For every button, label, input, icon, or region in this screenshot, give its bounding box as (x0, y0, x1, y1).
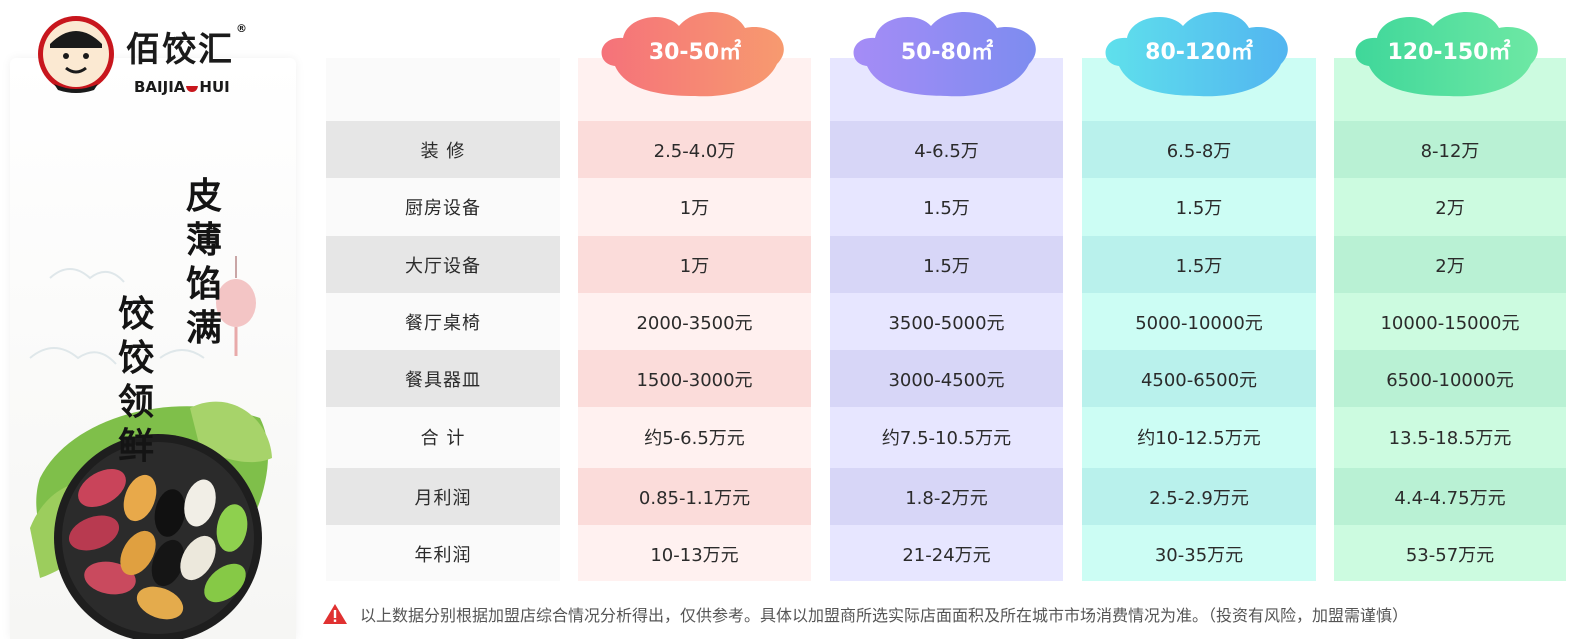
dumplings-icon (68, 469, 248, 620)
brand-panel: 皮薄馅满 饺饺领鲜 (10, 58, 296, 639)
brand-logo: 佰饺汇® BAIJIA HUI (36, 14, 276, 96)
value-cell: 4-6.5万 (830, 121, 1063, 178)
value-cell: 1.5万 (923, 197, 970, 219)
cloud-shape (1355, 11, 1538, 97)
value-cell: 3000-4500元 (830, 350, 1063, 407)
value-cell: 1.8-2万元 (830, 468, 1063, 525)
plan-column-80-120: 6.5-8万 1.5万 1.5万 5000-10000元 4500-6500元 … (1082, 58, 1316, 581)
value-cell: 6.5-8万 (1082, 121, 1316, 178)
slogan-line-2: 饺饺领鲜 (118, 293, 155, 467)
row-label: 月利润 (326, 468, 560, 525)
row-label-column: 装 修 厨房设备 大厅设备 餐厅桌椅 餐具器皿 合 计 月利润 年利润 (326, 58, 560, 581)
row-label: 餐厅桌椅 (405, 312, 481, 334)
disclaimer-note: 以上数据分别根据加盟店综合情况分析得出，仅供参考。具体以加盟商所选实际店面面积及… (322, 600, 1408, 628)
column-header-80-120: 80-120㎡ (1099, 6, 1299, 98)
value-cell: 1.5万 (830, 236, 1063, 293)
bowl-icon (186, 86, 199, 92)
value-cell: 约5-6.5万元 (644, 427, 745, 449)
value-cell: 13.5-18.5万元 (1388, 427, 1512, 449)
row-label: 厨房设备 (405, 197, 481, 219)
value-cell: 53-57万元 (1405, 544, 1495, 566)
row-label: 餐具器皿 (326, 350, 560, 407)
decoration-illustration (29, 256, 272, 639)
value-cell: 4500-6500元 (1082, 350, 1316, 407)
column-header-label: 120-150㎡ (1387, 40, 1511, 65)
value-cell: 1500-3000元 (578, 350, 811, 407)
brand-name-cn: 佰饺汇® (126, 22, 249, 70)
lantern-icon (216, 256, 256, 356)
value-cell: 21-24万元 (902, 544, 991, 566)
value-cell: 4.4-4.75万元 (1334, 468, 1566, 525)
cloud-shape (1105, 11, 1288, 97)
value-cell: 1.5万 (1082, 236, 1316, 293)
plan-column-120-150: 8-12万 2万 2万 10000-15000元 6500-10000元 13.… (1334, 58, 1566, 581)
column-header-30-50: 30-50㎡ (595, 6, 795, 98)
value-cell: 1.5万 (1175, 197, 1223, 219)
value-cell: 2.5-4.0万 (578, 121, 811, 178)
value-cell: 8-12万 (1334, 121, 1566, 178)
row-label: 装 修 (326, 121, 560, 178)
brand-name-en: BAIJIA HUI (134, 78, 230, 96)
value-cell: 约10-12.5万元 (1137, 427, 1261, 449)
row-label: 年利润 (414, 544, 472, 566)
value-cell: 0.85-1.1万元 (578, 468, 811, 525)
value-cell: 约7.5-10.5万元 (881, 427, 1012, 449)
value-cell: 2.5-2.9万元 (1082, 468, 1316, 525)
row-label: 合 计 (420, 427, 466, 449)
value-cell: 3500-5000元 (888, 312, 1005, 334)
slogan-line-1: 皮薄馅满 (186, 175, 223, 349)
cloud-shape (853, 11, 1036, 97)
warning-icon (323, 604, 347, 624)
column-header-50-80: 50-80㎡ (847, 6, 1047, 98)
value-cell: 2万 (1334, 236, 1566, 293)
value-cell: 30-35万元 (1154, 544, 1244, 566)
column-header-label: 80-120㎡ (1145, 40, 1253, 65)
value-cell: 1万 (679, 197, 710, 219)
value-cell: 6500-10000元 (1334, 350, 1566, 407)
column-header-120-150: 120-150㎡ (1349, 6, 1549, 98)
plan-column-50-80: 4-6.5万 1.5万 1.5万 3500-5000元 3000-4500元 约… (830, 58, 1063, 581)
column-header-label: 30-50㎡ (648, 40, 742, 65)
value-cell: 10-13万元 (650, 544, 739, 566)
value-cell: 2万 (1435, 197, 1465, 219)
value-cell: 10000-15000元 (1380, 312, 1520, 334)
column-header-label: 50-80㎡ (900, 40, 994, 65)
value-cell: 1万 (578, 236, 811, 293)
chef-mascot-icon (38, 16, 114, 93)
value-cell: 5000-10000元 (1135, 312, 1263, 334)
cloud-shape (601, 11, 784, 97)
disclaimer-text: 以上数据分别根据加盟店综合情况分析得出，仅供参考。具体以加盟商所选实际店面面积及… (360, 606, 1409, 625)
row-label: 大厅设备 (326, 236, 560, 293)
value-cell: 2000-3500元 (636, 312, 753, 334)
plan-column-30-50: 2.5-4.0万 1万 1万 2000-3500元 1500-3000元 约5-… (578, 58, 811, 581)
